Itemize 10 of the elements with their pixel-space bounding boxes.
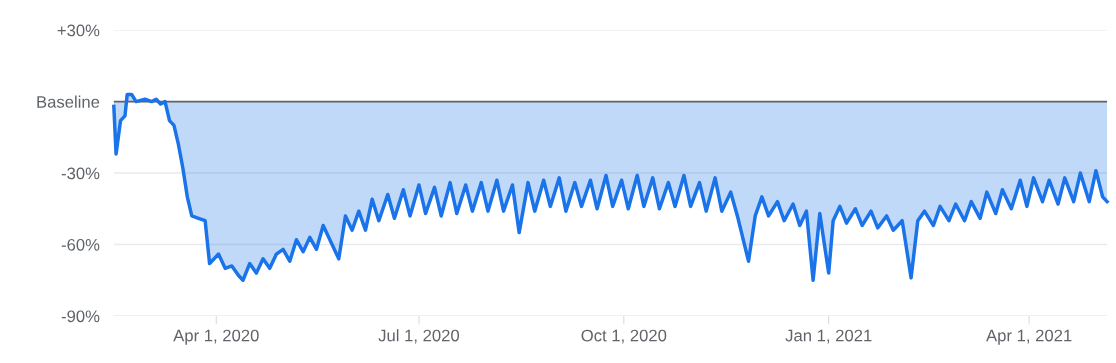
x-tick-label: Apr 1, 2021 <box>986 329 1072 345</box>
y-tick-label: +30% <box>57 24 100 37</box>
y-tick-label: -30% <box>61 167 100 180</box>
x-tick-label: Oct 1, 2020 <box>581 329 667 344</box>
y-tick-label: Baseline <box>37 95 100 108</box>
x-tick-label: Apr 1, 2020 <box>173 329 259 345</box>
x-tick-label: Jan 1, 2021 <box>785 329 872 344</box>
y-tick-label: -90% <box>61 310 100 323</box>
y-tick-label: -60% <box>61 238 100 251</box>
x-tick-label: Jul 1, 2020 <box>378 329 460 344</box>
